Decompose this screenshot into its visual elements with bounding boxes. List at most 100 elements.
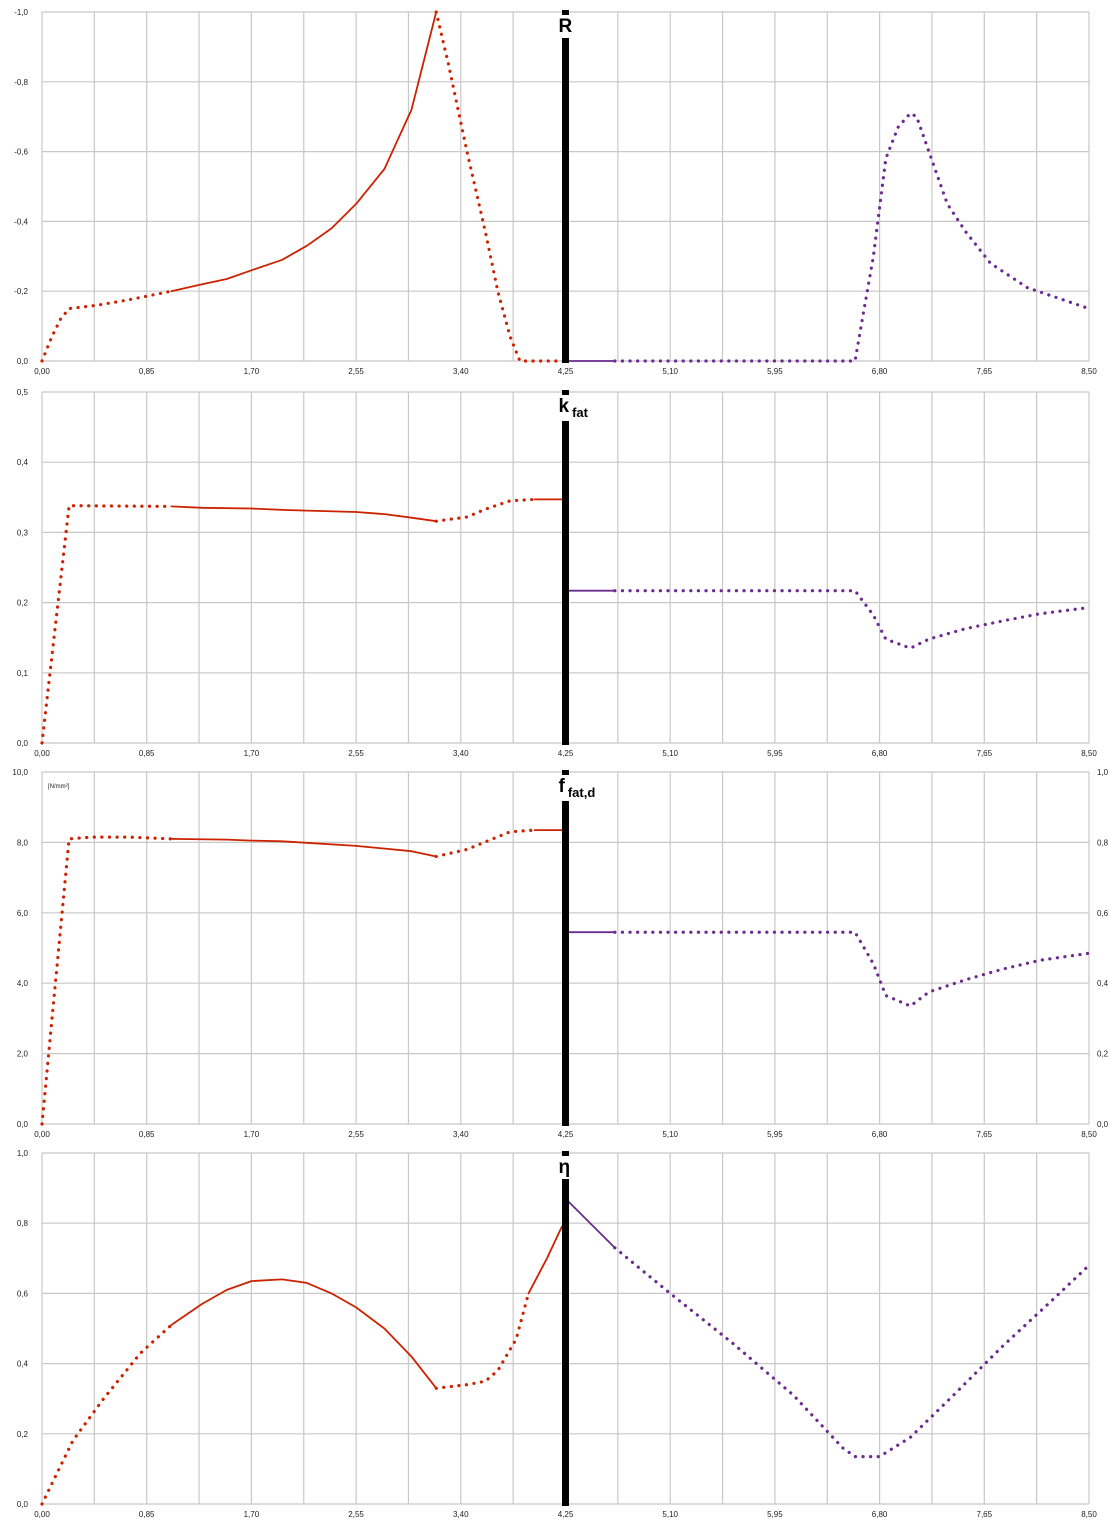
y-tick-label: 0,0 xyxy=(17,1500,29,1509)
x-tick-label: 7,65 xyxy=(977,1510,993,1519)
series-line-left-dotted xyxy=(40,289,173,363)
x-tick-label: 1,70 xyxy=(244,1510,260,1519)
x-tick-label: 0,00 xyxy=(34,1130,50,1139)
x-tick-label: 6,80 xyxy=(872,749,888,758)
chart-panel-1: 0,0 -0,2 -0,4 -0,6 -0,8 -1,0 0,00 0,85 1,70 2,55 3… xyxy=(14,8,1097,376)
series-line-left-solid xyxy=(170,505,438,523)
x-tick-label: 4,25 xyxy=(558,1510,574,1519)
chart-title-main: f xyxy=(559,776,566,797)
series-line-right-dotted xyxy=(613,930,1091,1008)
x-tick-label: 3,40 xyxy=(453,367,469,376)
x-tick-label: 0,85 xyxy=(139,749,155,758)
x-tick-label: 2,55 xyxy=(348,367,364,376)
y-tick-label: 8,0 xyxy=(17,838,29,847)
y-tick-label: 0,0 xyxy=(17,1120,29,1129)
unit-label: [N/mm²] xyxy=(48,784,70,790)
y-tick-label: 0,5 xyxy=(17,388,29,397)
y-tick-label: 0,1 xyxy=(17,669,29,678)
x-tick-label: 0,00 xyxy=(34,367,50,376)
chart-panel-3: 0,0 2,0 4,0 6,0 8,0 10,0 0,0 0,2 0,4 0,6 0,8 1,0 0,0… xyxy=(12,768,1108,1139)
y2-tick-label: 0,4 xyxy=(1097,979,1109,988)
x-tick-label: 8,50 xyxy=(1081,1130,1097,1139)
x-tick-label: 8,50 xyxy=(1081,749,1097,758)
section-divider-bar xyxy=(562,770,569,1126)
y-tick-label: -0,2 xyxy=(14,287,28,296)
series-line-left-solid xyxy=(170,11,438,293)
x-tick-label: 0,00 xyxy=(34,1510,50,1519)
x-tick-label: 4,25 xyxy=(558,1130,574,1139)
x-tick-label: 5,95 xyxy=(767,1130,783,1139)
chart-title: k fat xyxy=(559,396,589,420)
y-tick-label: 0,3 xyxy=(17,528,29,537)
x-tick-label: 0,85 xyxy=(139,1510,155,1519)
y2-tick-label: 0,6 xyxy=(1097,909,1109,918)
x-tick-label: 4,25 xyxy=(558,749,574,758)
series-line-left-dotted xyxy=(434,828,537,859)
y-tick-label: 10,0 xyxy=(12,768,28,777)
y2-tick-label: 1,0 xyxy=(1097,768,1109,777)
x-tick-label: 5,10 xyxy=(662,1510,678,1519)
series-line-left-dotted xyxy=(434,497,537,523)
y-tick-label: 4,0 xyxy=(17,979,29,988)
x-tick-label: 6,80 xyxy=(872,367,888,376)
chart-title-background xyxy=(555,775,599,801)
x-tick-label: 1,70 xyxy=(244,1130,260,1139)
section-divider-bar xyxy=(562,10,569,363)
y-tick-label: 0,6 xyxy=(17,1289,29,1298)
x-tick-label: 2,55 xyxy=(348,1510,364,1519)
section-divider-bar xyxy=(562,1151,569,1506)
x-tick-label: 2,55 xyxy=(348,1130,364,1139)
chart-title-main: η xyxy=(559,1157,571,1178)
x-tick-label: 6,80 xyxy=(872,1510,888,1519)
x-tick-label: 7,65 xyxy=(977,1130,993,1139)
series-line-left-dotted xyxy=(40,835,173,1126)
y2-tick-label: 0,2 xyxy=(1097,1050,1109,1059)
x-tick-label: 5,10 xyxy=(662,1130,678,1139)
series-line-right-solid xyxy=(564,1197,616,1249)
y-tick-label: 6,0 xyxy=(17,909,29,918)
y2-tick-label: 0,8 xyxy=(1097,838,1109,847)
chart-title-background xyxy=(555,395,592,421)
y2-tick-label: 0,0 xyxy=(1097,1120,1109,1129)
series-line-left-dotted xyxy=(40,1323,173,1506)
y-tick-label: -1,0 xyxy=(14,8,28,17)
x-tick-label: 8,50 xyxy=(1081,367,1097,376)
y-tick-label: 0,2 xyxy=(17,599,29,608)
series-line-left-dotted xyxy=(434,1291,531,1390)
y-tick-label: 0,4 xyxy=(17,458,29,467)
x-tick-label: 4,25 xyxy=(558,367,574,376)
x-tick-label: 0,00 xyxy=(34,749,50,758)
y-tick-label: -0,4 xyxy=(14,217,28,226)
x-tick-label: 5,10 xyxy=(662,367,678,376)
chart-title-main: R xyxy=(559,16,573,37)
series-line-left-solid xyxy=(170,838,438,858)
x-tick-label: 6,80 xyxy=(872,1130,888,1139)
y-tick-label: 2,0 xyxy=(17,1050,29,1059)
chart-title-subscript: fat xyxy=(572,405,589,420)
y-tick-label: 1,0 xyxy=(17,1149,29,1158)
x-tick-label: 7,65 xyxy=(977,749,993,758)
y-tick-label: 0,4 xyxy=(17,1360,29,1369)
chart-title: η xyxy=(559,1157,571,1178)
y-tick-label: 0,2 xyxy=(17,1430,29,1439)
series-line-left-solid xyxy=(170,1278,438,1390)
chart-panel-2: 0,0 0,1 0,2 0,3 0,4 0,5 0,00 0,85 1,70 2,55 3,40 4,… xyxy=(17,388,1097,758)
chart-title-main: k xyxy=(559,396,570,417)
x-tick-label: 3,40 xyxy=(453,1130,469,1139)
chart-title: R xyxy=(559,16,573,37)
x-tick-label: 0,85 xyxy=(139,1130,155,1139)
series-line-left-solid xyxy=(527,1225,563,1295)
series-line-right-dotted xyxy=(613,111,1091,363)
chart-panel-4: 0,0 0,2 0,4 0,6 0,8 1,0 0,00 0,85 1,70 2,55 3,40 4,… xyxy=(17,1149,1097,1519)
x-tick-label: 1,70 xyxy=(244,749,260,758)
y-tick-label: -0,8 xyxy=(14,78,28,87)
series-line-left-dotted xyxy=(434,10,568,363)
x-tick-label: 8,50 xyxy=(1081,1510,1097,1519)
chart-title-subscript: fat,d xyxy=(568,785,596,800)
series-line-right-dotted xyxy=(613,589,1091,650)
x-tick-label: 5,95 xyxy=(767,367,783,376)
y-tick-label: -0,6 xyxy=(14,148,28,157)
x-tick-label: 3,40 xyxy=(453,749,469,758)
x-tick-label: 5,10 xyxy=(662,749,678,758)
